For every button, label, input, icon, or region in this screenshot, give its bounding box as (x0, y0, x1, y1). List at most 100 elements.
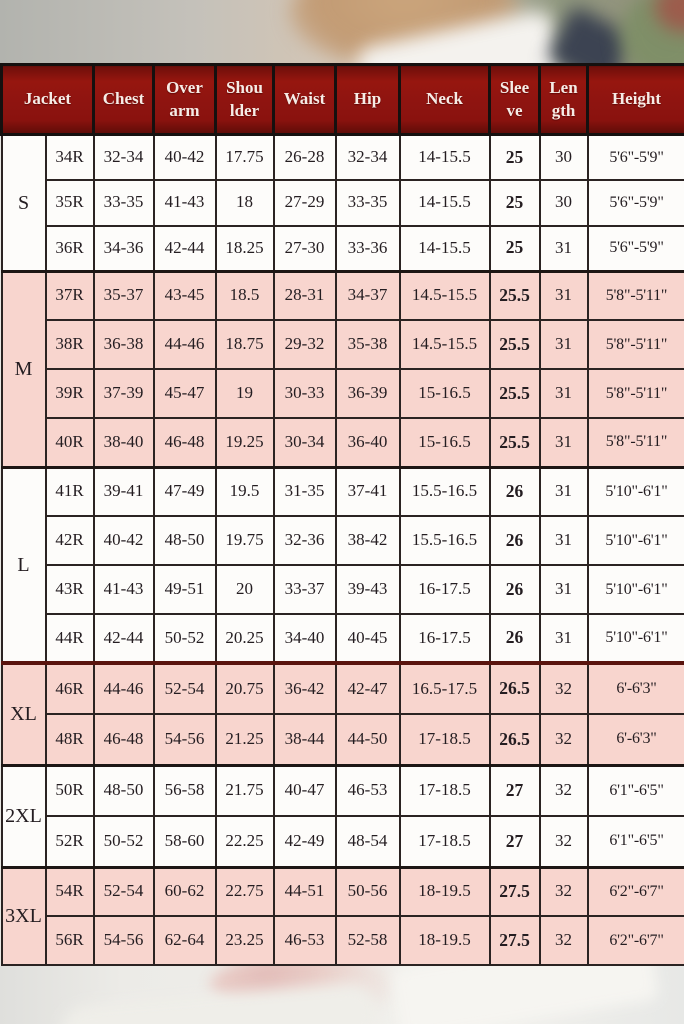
table-row: 44R 42-44 50-52 20.25 34-40 40-45 16-17.5 26 31 5… (2, 613, 684, 664)
size-cell: 15-16.5 (398, 368, 491, 419)
background-photo-bottom (0, 966, 684, 1024)
header-row: Jacket Chest Over arm Shou lder Waist Hip Neck… (0, 63, 684, 136)
size-cell: 5'10"-6'1" (586, 564, 684, 615)
size-cell: 48-50 (92, 763, 155, 817)
size-cell: 44-46 (92, 661, 155, 715)
size-cell: 49-51 (152, 564, 217, 615)
size-cell: 42-47 (334, 661, 401, 715)
size-cell: 52-54 (152, 661, 217, 715)
size-cell: 15.5-16.5 (398, 515, 491, 566)
size-cell: 14.5-15.5 (398, 319, 491, 370)
size-cell: 41-43 (152, 179, 217, 227)
size-cell: 27.5 (488, 865, 541, 917)
size-cell: 42-44 (152, 224, 217, 272)
size-cell: 27-30 (272, 224, 337, 272)
column-header: Shou lder (214, 63, 275, 136)
size-cell: 18-19.5 (398, 865, 491, 917)
size-cell: 44-50 (334, 713, 401, 766)
size-cell: 6'-6'3" (586, 661, 684, 715)
size-cell: 17-18.5 (398, 815, 491, 868)
jacket-size-cell: 44R (44, 613, 95, 664)
size-cell: 40-47 (272, 763, 337, 817)
size-cell: 29-32 (272, 319, 337, 370)
size-cell: 26.5 (488, 713, 541, 766)
size-cell: 32 (538, 865, 589, 917)
size-cell: 31 (538, 224, 589, 272)
table-row: L 41R 39-41 47-49 19.5 31-35 37-41 15.5-16.5 26 3… (0, 465, 684, 664)
table-row: M 37R 35-37 43-45 18.5 28-31 34-37 14.5-15.5 25.… (0, 269, 684, 468)
size-cell: 38-42 (334, 515, 401, 566)
size-cell: 21.75 (214, 763, 275, 817)
size-group-label: L (0, 465, 47, 664)
size-cell: 50-52 (92, 815, 155, 868)
size-cell: 54-56 (92, 915, 155, 966)
size-cell: 6'2"-6'7" (586, 915, 684, 966)
size-cell: 39-43 (334, 564, 401, 615)
jacket-size-cell: 36R (44, 224, 95, 272)
size-cell: 27-29 (272, 179, 337, 227)
jacket-size-cell: 56R (44, 915, 95, 966)
size-cell: 5'10"-6'1" (586, 613, 684, 664)
size-cell: 54-56 (152, 713, 217, 766)
size-cell: 21.25 (214, 713, 275, 766)
size-cell: 18.5 (214, 269, 275, 321)
size-cell: 16-17.5 (398, 613, 491, 664)
size-cell: 6'1"-6'5" (586, 815, 684, 868)
size-cell: 26 (488, 515, 541, 566)
jacket-size-cell: 40R (44, 417, 95, 468)
column-header: Hip (334, 63, 401, 136)
jacket-size-cell: 48R (44, 713, 95, 766)
size-cell: 30 (538, 179, 589, 227)
size-group-label: M (0, 269, 47, 468)
size-cell: 14-15.5 (398, 224, 491, 272)
size-cell: 17.75 (214, 133, 275, 181)
size-cell: 36-40 (334, 417, 401, 468)
jacket-size-cell: 54R (44, 865, 95, 917)
size-cell: 52-54 (92, 865, 155, 917)
size-cell: 25.5 (488, 368, 541, 419)
size-cell: 31-35 (272, 465, 337, 517)
size-cell: 43-45 (152, 269, 217, 321)
size-cell: 35-38 (334, 319, 401, 370)
size-cell: 50-52 (152, 613, 217, 664)
size-cell: 50-56 (334, 865, 401, 917)
size-cell: 40-42 (152, 133, 217, 181)
size-cell: 5'6"-5'9" (586, 224, 684, 272)
table-row: 35R 33-35 41-43 18 27-29 33-35 14-15.5 25 30 5'6"… (2, 179, 684, 227)
size-cell: 28-31 (272, 269, 337, 321)
jacket-size-cell: 52R (44, 815, 95, 868)
jacket-size-cell: 50R (44, 763, 95, 817)
table-body: S 34R 32-34 40-42 17.75 26-28 32-34 14-15.5 25 30… (0, 133, 684, 966)
size-cell: 44-51 (272, 865, 337, 917)
size-cell: 19 (214, 368, 275, 419)
size-cell: 35-37 (92, 269, 155, 321)
table-row: XL 46R 44-46 52-54 20.75 36-42 42-47 16.5-17.5 2… (0, 661, 684, 766)
size-cell: 17-18.5 (398, 763, 491, 817)
jacket-size-cell: 46R (44, 661, 95, 715)
size-cell: 62-64 (152, 915, 217, 966)
size-cell: 36-39 (334, 368, 401, 419)
size-cell: 19.25 (214, 417, 275, 468)
size-cell: 25 (488, 224, 541, 272)
column-header: Jacket (0, 63, 95, 136)
size-cell: 30-33 (272, 368, 337, 419)
column-header: Slee ve (488, 63, 541, 136)
size-cell: 31 (538, 515, 589, 566)
size-cell: 5'10"-6'1" (586, 515, 684, 566)
size-cell: 39-41 (92, 465, 155, 517)
size-cell: 27 (488, 815, 541, 868)
size-cell: 48-54 (334, 815, 401, 868)
size-cell: 46-53 (334, 763, 401, 817)
size-cell: 58-60 (152, 815, 217, 868)
table-row: 48R 46-48 54-56 21.25 38-44 44-50 17-18.5 26.5 3… (2, 713, 684, 766)
table-row: 38R 36-38 44-46 18.75 29-32 35-38 14.5-15.5 25.… (2, 319, 684, 370)
jacket-size-cell: 41R (44, 465, 95, 517)
size-cell: 15.5-16.5 (398, 465, 491, 517)
size-cell: 46-48 (92, 713, 155, 766)
size-cell: 40-42 (92, 515, 155, 566)
size-cell: 32 (538, 815, 589, 868)
size-cell: 23.25 (214, 915, 275, 966)
size-cell: 32 (538, 713, 589, 766)
table-row: 52R 50-52 58-60 22.25 42-49 48-54 17-18.5 27 32 6… (2, 815, 684, 868)
